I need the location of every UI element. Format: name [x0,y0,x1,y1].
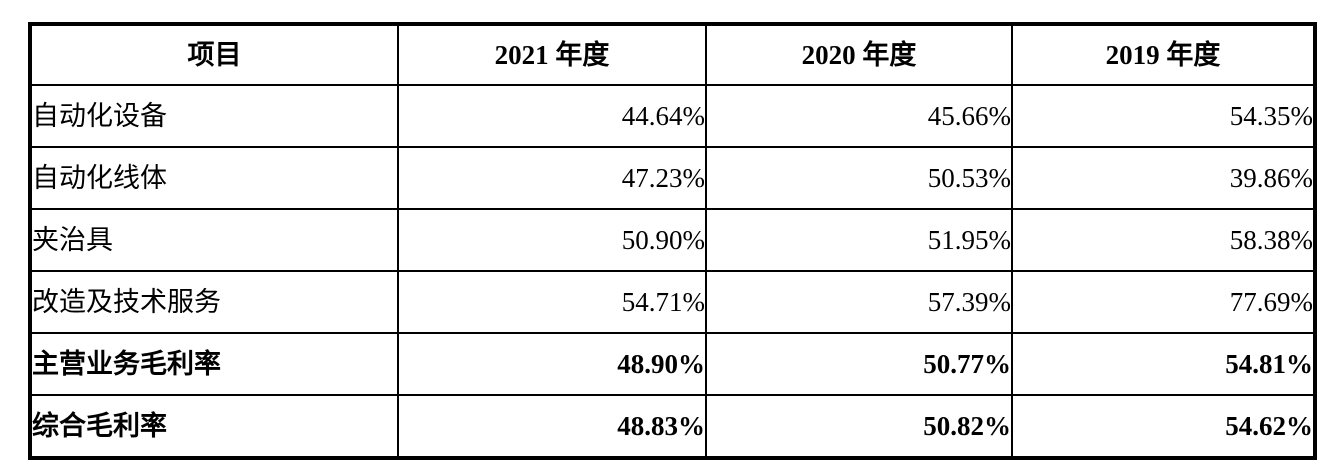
row-label: 自动化线体 [29,146,399,210]
cell-value: 47.23% [397,146,707,210]
cell-value: 39.86% [1011,146,1316,210]
cell-value: 50.82% [705,394,1013,459]
cell-value: 51.95% [705,208,1013,272]
cell-value: 54.62% [1011,394,1316,459]
cell-value: 54.81% [1011,332,1316,396]
cell-value: 45.66% [705,84,1013,148]
cell-value: 48.90% [397,332,707,396]
table-row: 自动化线体 47.23% 50.53% 39.86% [29,146,1316,210]
cell-value: 48.83% [397,394,707,459]
row-label: 改造及技术服务 [29,270,399,334]
row-label: 夹治具 [29,208,399,272]
cell-value: 57.39% [705,270,1013,334]
header-cell-2019: 2019 年度 [1011,23,1316,86]
header-cell-item: 项目 [29,23,399,86]
table-row: 改造及技术服务 54.71% 57.39% 77.69% [29,270,1316,334]
cell-value: 44.64% [397,84,707,148]
table-row: 夹治具 50.90% 51.95% 58.38% [29,208,1316,272]
row-label: 综合毛利率 [29,394,399,459]
cell-value: 54.71% [397,270,707,334]
row-label: 自动化设备 [29,84,399,148]
cell-value: 50.90% [397,208,707,272]
cell-value: 54.35% [1011,84,1316,148]
header-row: 项目 2021 年度 2020 年度 2019 年度 [29,23,1316,86]
cell-value: 50.77% [705,332,1013,396]
cell-value: 58.38% [1011,208,1316,272]
cell-value: 77.69% [1011,270,1316,334]
table-row-main-business-total: 主营业务毛利率 48.90% 50.77% 54.81% [29,332,1316,396]
header-cell-2020: 2020 年度 [705,23,1013,86]
header-cell-2021: 2021 年度 [397,23,707,86]
table-row-overall-total: 综合毛利率 48.83% 50.82% 54.62% [29,394,1316,459]
cell-value: 50.53% [705,146,1013,210]
row-label: 主营业务毛利率 [29,332,399,396]
table-row: 自动化设备 44.64% 45.66% 54.35% [29,84,1316,148]
gross-margin-table: 项目 2021 年度 2020 年度 2019 年度 自动化设备 44.64% … [28,22,1317,460]
